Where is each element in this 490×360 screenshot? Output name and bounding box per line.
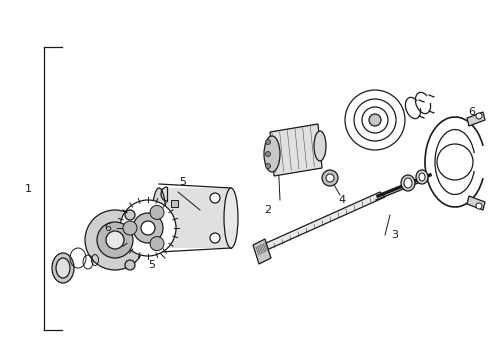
Ellipse shape (52, 253, 74, 283)
Circle shape (150, 237, 164, 251)
Polygon shape (467, 112, 485, 126)
Circle shape (369, 114, 381, 126)
Circle shape (125, 260, 135, 270)
Text: 1: 1 (24, 184, 31, 194)
FancyBboxPatch shape (171, 200, 178, 207)
Text: 6: 6 (468, 107, 475, 117)
Text: 2: 2 (265, 205, 271, 215)
Circle shape (97, 222, 133, 258)
Circle shape (266, 152, 270, 157)
Circle shape (210, 233, 220, 243)
Text: 5: 5 (179, 177, 187, 187)
Circle shape (133, 213, 163, 243)
Circle shape (125, 210, 135, 220)
Circle shape (123, 221, 137, 235)
Circle shape (150, 206, 164, 219)
Text: 3: 3 (392, 230, 398, 240)
Circle shape (141, 221, 155, 235)
Polygon shape (467, 196, 485, 210)
Circle shape (266, 139, 270, 144)
Ellipse shape (56, 258, 70, 278)
Ellipse shape (401, 175, 415, 191)
Ellipse shape (314, 131, 326, 161)
Circle shape (210, 193, 220, 203)
Circle shape (476, 113, 482, 119)
Ellipse shape (224, 188, 238, 248)
Ellipse shape (419, 173, 425, 181)
Ellipse shape (416, 170, 428, 184)
Polygon shape (270, 124, 322, 176)
Ellipse shape (404, 178, 412, 188)
Polygon shape (255, 192, 385, 253)
Circle shape (266, 163, 270, 168)
Polygon shape (253, 239, 271, 264)
Circle shape (106, 231, 124, 249)
Circle shape (322, 170, 338, 186)
Text: 5: 5 (148, 260, 155, 270)
Ellipse shape (152, 188, 166, 248)
Ellipse shape (264, 136, 280, 172)
Circle shape (476, 203, 482, 209)
Circle shape (85, 210, 145, 270)
Text: 6: 6 (104, 223, 112, 233)
FancyBboxPatch shape (159, 188, 231, 248)
Circle shape (326, 174, 334, 182)
Text: 4: 4 (339, 195, 345, 205)
Circle shape (120, 200, 176, 256)
